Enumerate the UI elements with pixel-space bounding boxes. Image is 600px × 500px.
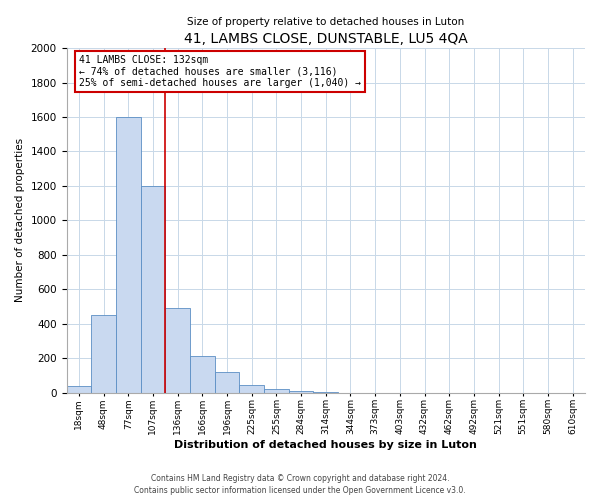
Bar — [67, 386, 91, 392]
Bar — [264, 389, 289, 392]
Bar — [190, 356, 215, 392]
Bar — [165, 308, 190, 392]
Bar — [239, 385, 264, 392]
Bar — [116, 117, 140, 392]
Bar — [91, 315, 116, 392]
Y-axis label: Number of detached properties: Number of detached properties — [15, 138, 25, 302]
Text: 41 LAMBS CLOSE: 132sqm
← 74% of detached houses are smaller (3,116)
25% of semi-: 41 LAMBS CLOSE: 132sqm ← 74% of detached… — [79, 55, 361, 88]
Bar — [215, 372, 239, 392]
X-axis label: Distribution of detached houses by size in Luton: Distribution of detached houses by size … — [175, 440, 477, 450]
Title: 41, LAMBS CLOSE, DUNSTABLE, LU5 4QA: 41, LAMBS CLOSE, DUNSTABLE, LU5 4QA — [184, 32, 467, 46]
Text: Size of property relative to detached houses in Luton: Size of property relative to detached ho… — [187, 18, 464, 28]
Text: Contains HM Land Registry data © Crown copyright and database right 2024.
Contai: Contains HM Land Registry data © Crown c… — [134, 474, 466, 495]
Bar — [289, 391, 313, 392]
Bar — [140, 186, 165, 392]
